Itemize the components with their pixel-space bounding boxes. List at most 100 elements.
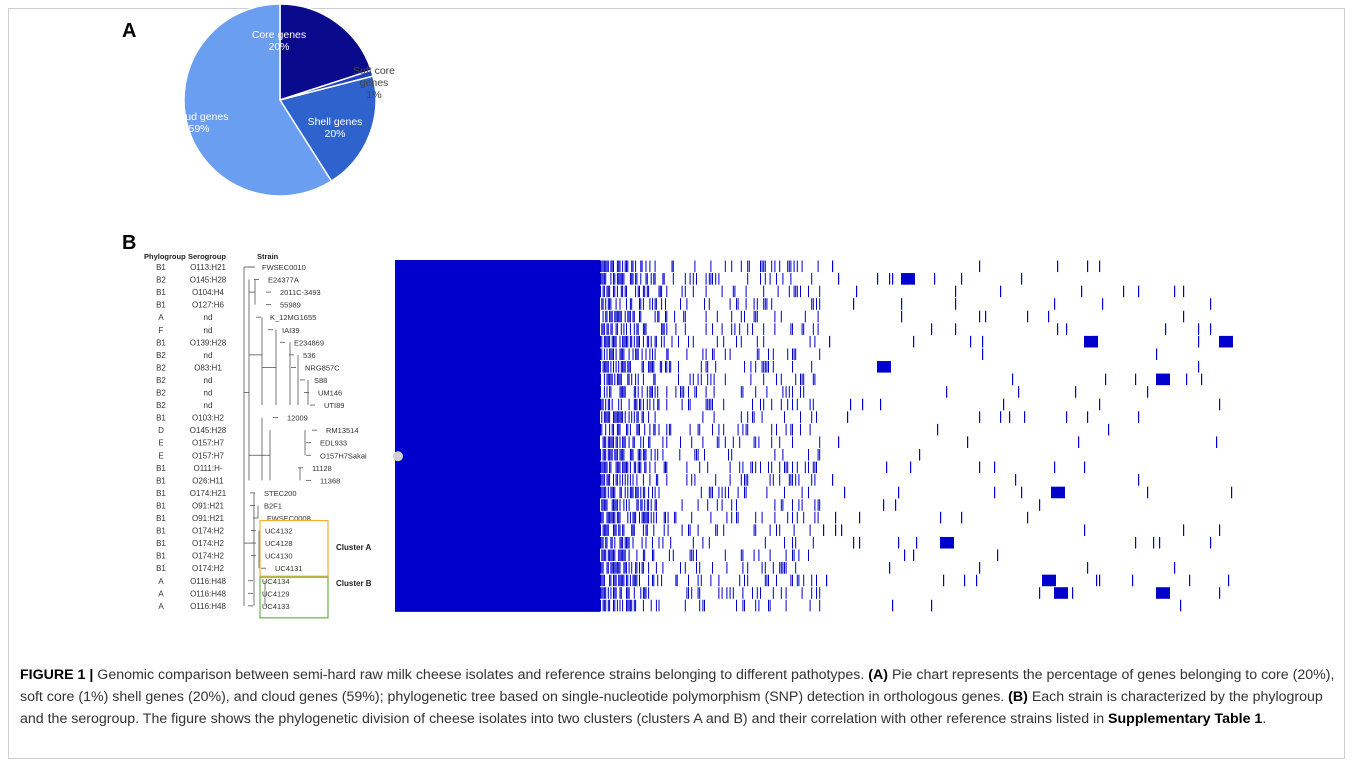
gene-mark [641, 260, 643, 273]
gene-mark [616, 260, 618, 273]
gene-mark [726, 562, 728, 574]
gene-mark [615, 448, 617, 461]
gene-mark [763, 398, 765, 411]
gene-mark [603, 448, 605, 461]
gene-mark [816, 587, 817, 599]
gene-mark [605, 436, 607, 448]
gene-mark [1135, 536, 1137, 549]
gene-mark [736, 511, 737, 524]
gene-mark [616, 474, 618, 486]
gene-mark [607, 298, 609, 310]
gene-mark [627, 260, 629, 273]
gene-mark [760, 273, 761, 285]
caption-supplementary-link[interactable]: Supplementary Table 1 [1108, 711, 1263, 727]
gene-mark [946, 386, 948, 398]
gene-mark [801, 260, 803, 273]
gene-mark [632, 310, 634, 323]
gene-mark [618, 511, 620, 524]
gene-mark [607, 361, 609, 373]
row-phylogroup: A [158, 577, 164, 586]
gene-mark [718, 423, 720, 436]
gene-block [1051, 486, 1065, 499]
gene-mark [609, 398, 611, 411]
gene-mark [808, 549, 809, 562]
gene-mark [691, 474, 693, 486]
row-strain: UC4128 [265, 539, 293, 548]
gene-mark [603, 499, 605, 511]
gene-mark [605, 398, 607, 411]
gene-mark [803, 386, 805, 398]
gene-mark [626, 587, 627, 599]
row-serogroup: O91:H21 [192, 501, 225, 510]
gene-block [877, 361, 891, 373]
gene-mark [712, 273, 713, 285]
gene-mark [626, 323, 627, 335]
row-serogroup: O174:H21 [190, 489, 227, 498]
gene-mark [675, 511, 677, 524]
header-phylogroup: Phylogroup [144, 252, 186, 261]
gene-mark [650, 361, 652, 373]
gene-mark [811, 411, 813, 423]
gene-mark [640, 310, 642, 323]
gene-mark [1066, 411, 1068, 423]
gene-mark [819, 348, 821, 361]
gene-mark [734, 285, 736, 298]
gene-mark [649, 398, 651, 411]
gene-mark [736, 499, 737, 511]
gene-mark [659, 285, 661, 298]
gene-mark [681, 285, 683, 298]
gene-mark [606, 411, 608, 423]
gene-mark [606, 335, 608, 348]
row-strain: UC4130 [265, 552, 293, 561]
gene-mark [657, 310, 659, 323]
gene-mark [627, 335, 629, 348]
gene-mark [607, 599, 609, 612]
gene-mark [642, 587, 644, 599]
gene-mark [654, 448, 656, 461]
gene-mark [632, 436, 634, 448]
gene-mark [619, 461, 621, 474]
gene-mark [904, 273, 906, 285]
gene-mark [624, 260, 626, 273]
gene-mark [605, 486, 607, 499]
gene-mark [702, 436, 704, 448]
gene-mark [688, 398, 689, 411]
gene-mark [752, 411, 753, 423]
gene-mark [645, 260, 647, 273]
gene-mark [642, 285, 644, 298]
gene-mark [788, 260, 790, 273]
gene-mark [753, 549, 755, 562]
gene-mark [1021, 486, 1023, 499]
gene-mark [605, 361, 607, 373]
gene-mark [631, 273, 633, 285]
gene-mark [817, 310, 819, 323]
gene-mark [640, 587, 642, 599]
gene-mark [808, 486, 809, 499]
gene-mark [809, 599, 811, 612]
gene-mark [747, 562, 749, 574]
gene-mark [819, 587, 821, 599]
gene-mark [609, 511, 611, 524]
gene-mark [605, 536, 607, 549]
gene-mark [607, 411, 609, 423]
gene-mark [940, 511, 942, 524]
gene-mark [668, 423, 670, 436]
core-gene-block [395, 260, 600, 612]
gene-mark [633, 587, 635, 599]
gene-mark [602, 273, 604, 285]
gene-mark [731, 499, 733, 511]
gene-mark [744, 574, 745, 587]
gene-mark [602, 448, 604, 461]
gene-mark [620, 398, 622, 411]
gene-mark [704, 599, 705, 612]
gene-mark [662, 436, 664, 448]
row-phylogroup: B1 [156, 552, 166, 561]
gene-mark [793, 260, 795, 273]
gene-mark [619, 436, 621, 448]
gene-mark [603, 486, 605, 499]
gene-mark [633, 386, 635, 398]
gene-mark [622, 474, 624, 486]
gene-mark [779, 474, 781, 486]
gene-mark [672, 549, 674, 562]
gene-mark [603, 323, 605, 335]
